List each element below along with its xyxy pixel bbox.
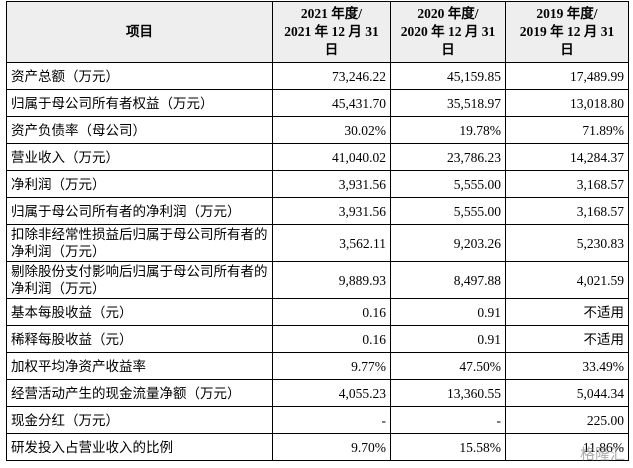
data-table: 项目 2021 年度/2021 年 12 月 31 日 2020 年度/2020 年 …	[6, 1, 629, 461]
header-cell: 2020 年度/2020 年 12 月 31 日	[390, 1, 506, 63]
label-cell: 扣除非经常性损益后归属于母公司所有者的净利润（万元）	[6, 224, 273, 262]
label-cell: 净利润（万元）	[6, 170, 273, 198]
table-row: 资产负债率（母公司） 30.02% 19.78% 71.89%	[6, 116, 629, 144]
header-line: 2021 年度/	[300, 6, 363, 21]
value-cell: 45,159.85	[390, 62, 506, 90]
table-row: 资产总额（万元） 73,246.22 45,159.85 17,489.99	[6, 62, 629, 90]
header-cell: 项目	[6, 1, 273, 63]
value-cell: 0.16	[272, 298, 391, 326]
label-cell: 资产总额（万元）	[6, 62, 273, 90]
label-cell: 现金分红（万元）	[6, 406, 273, 434]
value-cell: 0.16	[272, 325, 391, 353]
value-cell: 0.91	[390, 325, 506, 353]
value-cell: 3,931.56	[272, 170, 391, 198]
value-cell: 4,021.59	[505, 261, 629, 299]
value-cell: 3,931.56	[272, 197, 391, 225]
value-cell: 30.02%	[272, 116, 391, 144]
value-cell: -	[272, 406, 391, 434]
value-cell: 71.89%	[505, 116, 629, 144]
table-row: 净利润（万元） 3,931.56 5,555.00 3,168.57	[6, 170, 629, 198]
value-cell: 5,555.00	[390, 197, 506, 225]
watermark: 格隆汇	[579, 445, 625, 463]
value-cell: 3,168.57	[505, 170, 629, 198]
table-row: 扣除非经常性损益后归属于母公司所有者的净利润（万元） 3,562.11 9,203.…	[6, 224, 629, 262]
value-cell: 47.50%	[390, 352, 506, 380]
value-cell: 9.77%	[272, 352, 391, 380]
value-cell: 225.00	[505, 406, 629, 434]
value-cell: 11.86%	[505, 433, 629, 461]
label-cell: 研发投入占营业收入的比例	[6, 433, 273, 461]
header-line: 日	[441, 42, 455, 57]
value-cell: 9.70%	[272, 433, 391, 461]
value-cell: 19.78%	[390, 116, 506, 144]
value-cell: 73,246.22	[272, 62, 391, 90]
value-cell: 5,044.34	[505, 379, 629, 407]
label-cell: 剔除股份支付影响后归属于母公司所有者的净利润（万元）	[6, 261, 273, 299]
table-row: 营业收入（万元） 41,040.02 23,786.23 14,284.37	[6, 143, 629, 171]
value-cell: 3,562.11	[272, 224, 391, 262]
label-cell: 资产负债率（母公司）	[6, 116, 273, 144]
table-row: 加权平均净资产收益率 9.77% 47.50% 33.49%	[6, 352, 629, 380]
table-row: 现金分红（万元） - -225.00	[6, 406, 629, 434]
table-row: 归属于母公司所有者权益（万元） 45,431.70 35,518.97 13,018.…	[6, 89, 629, 117]
table-row: 稀释每股收益（元） 0.16 0.91 不适用	[6, 325, 629, 353]
value-cell: 41,040.02	[272, 143, 391, 171]
label-cell: 营业收入（万元）	[6, 143, 273, 171]
value-cell: 23,786.23	[390, 143, 506, 171]
value-cell: 33.49%	[505, 352, 629, 380]
label-cell: 经营活动产生的现金流量净额（万元）	[6, 379, 273, 407]
table-row: 剔除股份支付影响后归属于母公司所有者的净利润（万元） 9,889.93 8,497.…	[6, 261, 629, 299]
header-line: 2021 年 12 月 31	[284, 24, 379, 39]
header-line: 2019 年 12 月 31	[519, 24, 615, 39]
value-cell: 9,889.93	[272, 261, 391, 299]
table-row: 研发投入占营业收入的比例 9.70% 15.58% 11.86%	[6, 433, 629, 461]
header-line: 2020 年度/	[417, 6, 479, 21]
label-cell: 基本每股收益（元）	[6, 298, 273, 326]
value-cell: 不适用	[505, 325, 629, 353]
header-line: 2019 年度/	[536, 6, 598, 21]
label-cell: 稀释每股收益（元）	[6, 325, 273, 353]
header-cell: 2019 年度/2019 年 12 月 31 日	[505, 1, 629, 63]
header-line: 日	[324, 42, 339, 57]
table-row: 经营活动产生的现金流量净额（万元） 4,055.23 13,360.55 5,044.…	[6, 379, 629, 407]
value-cell: 9,203.26	[390, 224, 506, 262]
value-cell: 13,018.80	[505, 89, 629, 117]
value-cell: 45,431.70	[272, 89, 391, 117]
table-row: 基本每股收益（元） 0.16 0.91 不适用	[6, 298, 629, 326]
table-body: 资产总额（万元） 73,246.22 45,159.85 17,489.99 归属于母公…	[6, 62, 629, 461]
value-cell: 3,168.57	[505, 197, 629, 225]
header-row: 项目 2021 年度/2021 年 12 月 31 日 2020 年度/2020 年 …	[6, 1, 629, 63]
table-row: 归属于母公司所有者的净利润（万元） 3,931.56 5,555.00 3,168.5…	[6, 197, 629, 225]
label-cell: 归属于母公司所有者的净利润（万元）	[6, 197, 273, 225]
value-cell: 8,497.88	[390, 261, 506, 299]
value-cell: 13,360.55	[390, 379, 506, 407]
value-cell: 35,518.97	[390, 89, 506, 117]
label-cell: 归属于母公司所有者权益（万元）	[6, 89, 273, 117]
value-cell: 不适用	[505, 298, 629, 326]
header-line: 2020 年 12 月 31	[400, 24, 496, 39]
value-cell: 14,284.37	[505, 143, 629, 171]
header-line: 日	[560, 42, 574, 57]
value-cell: 15.58%	[390, 433, 506, 461]
label-cell: 加权平均净资产收益率	[6, 352, 273, 380]
value-cell: 5,555.00	[390, 170, 506, 198]
header-cell: 2021 年度/2021 年 12 月 31 日	[272, 1, 391, 63]
value-cell: 4,055.23	[272, 379, 391, 407]
value-cell: 5,230.83	[505, 224, 629, 262]
value-cell: 0.91	[390, 298, 506, 326]
value-cell: 17,489.99	[505, 62, 629, 90]
value-cell: -	[390, 406, 506, 434]
